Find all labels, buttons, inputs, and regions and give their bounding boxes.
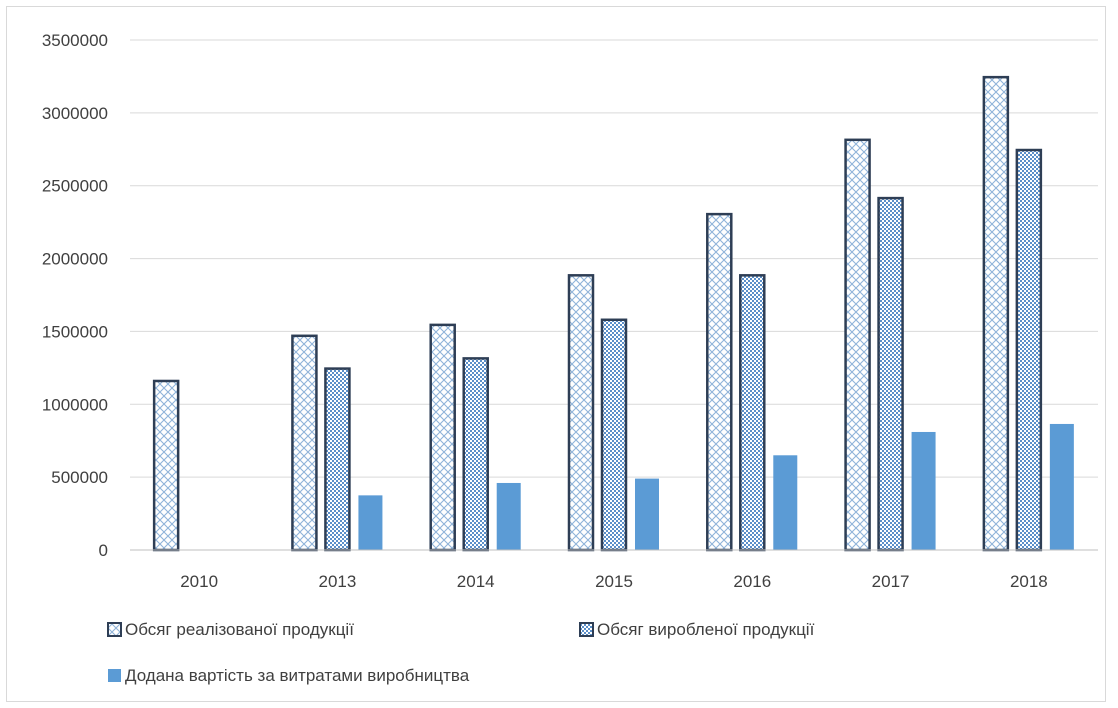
bar-series-2-2018: [1015, 148, 1043, 552]
x-tick-label: 2014: [457, 572, 495, 591]
bar-series-1-2017: [844, 138, 871, 552]
bar-series-2-2014: [462, 357, 489, 552]
bar-series-1-2010: [152, 379, 180, 552]
y-tick-label: 2500000: [42, 177, 108, 196]
y-tick-label: 500000: [51, 468, 108, 487]
bar-series-3-2013: [358, 495, 383, 550]
y-tick-label: 0: [99, 541, 108, 560]
legend-swatch-2: [579, 622, 594, 637]
y-tick-label: 1500000: [42, 322, 108, 341]
legend-label-1: Обсяг реалізованої продукції: [125, 620, 354, 639]
x-tick-label: 2013: [319, 572, 357, 591]
bar-series-3-2018: [1049, 423, 1074, 550]
bar-series-3-2014: [496, 482, 521, 550]
bar-series-3-2015: [635, 478, 659, 550]
bar-series-3-2016: [773, 455, 798, 550]
y-tick-label: 1000000: [42, 395, 108, 414]
legend-swatch-1: [107, 622, 122, 637]
legend-label-2: Обсяг виробленої продукції: [597, 620, 815, 639]
bar-series-2-2016: [739, 274, 766, 552]
bar-series-1-2018: [982, 75, 1010, 552]
legend: Обсяг реалізованої продукції Обсяг виробл…: [107, 620, 815, 685]
axes: 0 500000 1000000 1500000 2000000 2500000 30000…: [42, 31, 1098, 591]
bar-series-2-2017: [877, 196, 904, 552]
x-tick-label: 2010: [180, 572, 218, 591]
y-tick-label: 3000000: [42, 104, 108, 123]
bar-series-1-2014: [429, 323, 456, 552]
chart-frame: [6, 6, 1106, 702]
x-tick-label: 2015: [595, 572, 633, 591]
bar-series-2-2013: [324, 367, 351, 552]
legend-label-3: Додана вартість за витратами виробництва: [125, 666, 470, 685]
bar-series-1-2015: [567, 274, 595, 552]
bar-series-1-2013: [291, 334, 318, 552]
x-tick-label: 2016: [733, 572, 771, 591]
bar-series-1-2016: [706, 212, 733, 552]
x-tick-label: 2018: [1010, 572, 1048, 591]
y-tick-label: 3500000: [42, 31, 108, 50]
legend-swatch-3: [108, 669, 121, 682]
bar-series-2-2015: [600, 318, 628, 552]
y-tick-label: 2000000: [42, 250, 108, 269]
bars: [152, 75, 1074, 552]
x-tick-label: 2017: [872, 572, 910, 591]
bar-series-3-2017: [911, 431, 936, 550]
